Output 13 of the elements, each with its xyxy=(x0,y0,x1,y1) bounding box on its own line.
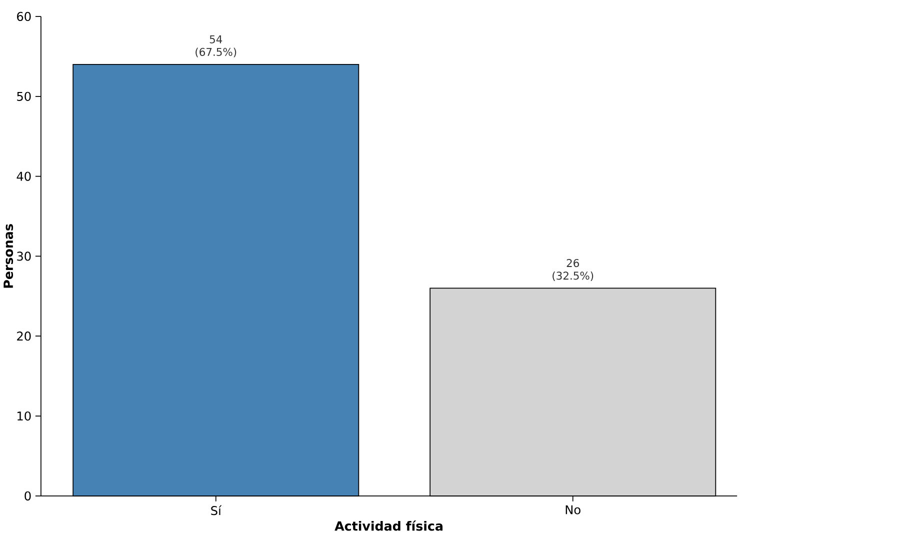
data-label: 26 (32.5%) xyxy=(552,259,594,282)
y-axis-title: Personas xyxy=(4,224,14,288)
y-tick-label: 40 xyxy=(16,172,31,181)
data-label: 54 (67.5%) xyxy=(196,35,236,58)
x-tick-label: No xyxy=(566,505,580,514)
y-tick-label: 0 xyxy=(24,491,31,501)
x-axis-title: Actividad física xyxy=(334,520,442,531)
y-tick-label: 10 xyxy=(18,411,31,421)
y-tick-label: 20 xyxy=(17,332,31,341)
x-tick-label: Sí xyxy=(211,505,222,516)
y-tick-label: 30 xyxy=(17,252,31,261)
y-tick-label: 50 xyxy=(17,92,31,101)
y-tick-label: 60 xyxy=(17,12,31,22)
